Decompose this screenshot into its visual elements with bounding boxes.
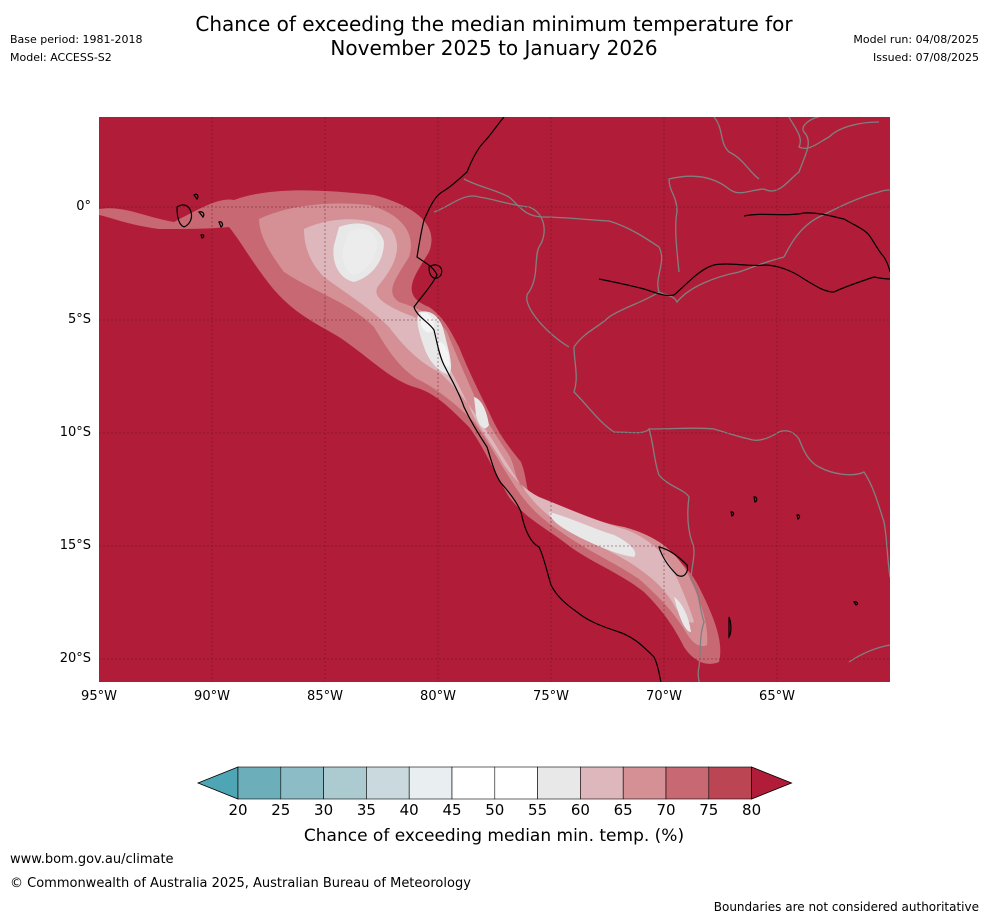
colorbar-cell [408, 766, 453, 800]
colorbar-tick-label: 25 [271, 801, 291, 819]
model-text: Model: ACCESS-S2 [10, 51, 112, 64]
lon-label-95w: 95°W [81, 689, 117, 704]
border-brazil-south [848, 644, 890, 663]
colorbar-cell [366, 766, 410, 800]
colorbar-cell [280, 766, 324, 800]
colorbar-tick-label: 55 [528, 801, 548, 819]
colorbar-tick-label: 75 [699, 801, 719, 819]
probability-shading [99, 190, 721, 664]
meta-left: Base period: 1981-2018 Model: ACCESS-S2 [10, 31, 142, 67]
colorbar-tick-label: 65 [613, 801, 633, 819]
website-text: www.bom.gov.au/climate [10, 852, 174, 867]
base-period-text: Base period: 1981-2018 [10, 33, 143, 46]
lat-label-15s: 15°S [59, 538, 91, 553]
colorbar-cell [494, 766, 538, 800]
copyright-text: © Commonwealth of Australia 2025, Austra… [10, 876, 471, 891]
colorbar-tick-label: 45 [442, 801, 462, 819]
colorbar-cells [196, 766, 793, 800]
colorbar-cell [622, 766, 667, 800]
colorbar-upper-extend [751, 766, 793, 800]
lon-label-75w: 75°W [533, 689, 569, 704]
chart-title: Chance of exceeding the median minimum t… [0, 12, 988, 60]
model-run-text: Model run: 04/08/2025 [853, 33, 979, 46]
coastline-caribbean [743, 212, 890, 273]
colorbar-cell [708, 766, 752, 800]
lon-label-80w: 80°W [420, 689, 456, 704]
lon-label-65w: 65°W [759, 689, 795, 704]
title-line-1: Chance of exceeding the median minimum t… [195, 12, 793, 36]
lon-label-70w: 70°W [646, 689, 682, 704]
colorbar-tick-label: 20 [228, 801, 248, 819]
shade-70 [99, 190, 721, 664]
colorbar-tick-label: 50 [485, 801, 505, 819]
issued-text: Issued: 07/08/2025 [872, 51, 979, 64]
lat-label-0: 0° [76, 199, 91, 214]
colorbar-tick-label: 35 [356, 801, 376, 819]
lake-titicaca [658, 546, 689, 577]
colorbar-label: Chance of exceeding median min. temp. (%… [303, 826, 685, 846]
colorbar-cell [580, 766, 624, 800]
galapagos-islands [176, 193, 224, 239]
lon-label-85w: 85°W [307, 689, 343, 704]
shade-60 [304, 219, 694, 623]
colorbar-cell [323, 766, 367, 800]
coastline-gulf-guayaquil [428, 264, 443, 279]
colorbar [196, 766, 793, 800]
lat-label-10s: 10°S [59, 425, 91, 440]
border-colombia-ecuador [433, 195, 570, 348]
colorbar-tick-label: 40 [399, 801, 419, 819]
disclaimer-text: Boundaries are not considered authoritat… [713, 900, 979, 914]
colorbar-cell [537, 766, 581, 800]
border-guianas [713, 117, 880, 180]
meta-right: Model run: 04/08/2025 Issued: 07/08/2025 [853, 31, 979, 67]
coastline-venezuela-north [598, 263, 890, 297]
colorbar-cell [451, 766, 496, 800]
colorbar-tick-label: 80 [742, 801, 762, 819]
shade-core-1 [342, 228, 377, 275]
colorbar-cell [665, 766, 710, 800]
colorbar-tick-label: 60 [570, 801, 590, 819]
border-colombia-venezuela [463, 178, 785, 304]
border-bolivia [648, 427, 890, 578]
colorbar-cell [237, 766, 282, 800]
shade-core-2 [421, 312, 450, 367]
colorbar-tick-label: 30 [314, 801, 334, 819]
colorbar-lower-extend [196, 766, 239, 800]
colorbar-tick-label: 70 [656, 801, 676, 819]
coastlines [176, 117, 890, 682]
title-line-2: November 2025 to January 2026 [330, 36, 658, 60]
small-lakes [728, 496, 859, 640]
border-brazil-north [783, 189, 890, 258]
coastline-west-south-america [413, 117, 662, 682]
forecast-map [99, 117, 890, 682]
border-peru-chile [690, 579, 705, 682]
lon-label-90w: 90°W [194, 689, 230, 704]
lat-label-20s: 20°S [59, 651, 91, 666]
lat-label-5s: 5°S [67, 312, 91, 327]
